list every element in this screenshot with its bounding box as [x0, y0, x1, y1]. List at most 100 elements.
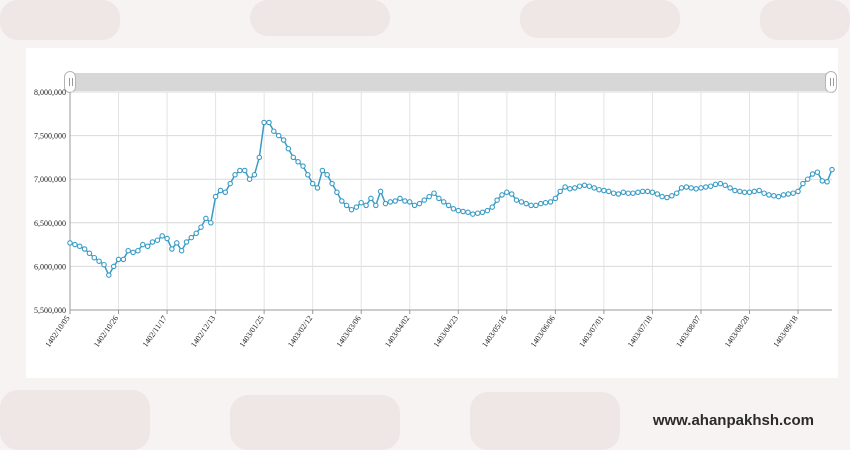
- data-point[interactable]: [562, 184, 568, 190]
- data-point[interactable]: [450, 206, 457, 212]
- data-point[interactable]: [635, 189, 641, 196]
- data-point[interactable]: [382, 200, 389, 207]
- data-point[interactable]: [654, 191, 661, 197]
- data-point[interactable]: [819, 178, 826, 184]
- data-point[interactable]: [610, 190, 617, 196]
- data-point[interactable]: [455, 207, 462, 214]
- data-point[interactable]: [698, 185, 704, 191]
- data-point[interactable]: [528, 202, 534, 209]
- data-point[interactable]: [402, 198, 408, 204]
- data-point[interactable]: [169, 246, 175, 252]
- data-point[interactable]: [547, 199, 554, 205]
- data-point[interactable]: [314, 185, 321, 191]
- data-point[interactable]: [261, 119, 267, 126]
- data-point[interactable]: [193, 230, 199, 237]
- data-point[interactable]: [363, 202, 369, 209]
- data-point[interactable]: [295, 159, 301, 165]
- data-point[interactable]: [72, 241, 78, 248]
- data-point[interactable]: [649, 189, 656, 196]
- data-point[interactable]: [508, 191, 515, 197]
- data-point[interactable]: [178, 247, 185, 254]
- data-point[interactable]: [465, 209, 471, 216]
- data-point[interactable]: [586, 183, 593, 189]
- data-point[interactable]: [460, 208, 466, 215]
- data-point[interactable]: [518, 199, 525, 205]
- data-point[interactable]: [542, 199, 549, 206]
- data-point[interactable]: [285, 145, 292, 152]
- data-point[interactable]: [771, 193, 777, 199]
- data-point[interactable]: [785, 191, 792, 197]
- data-point[interactable]: [426, 193, 432, 200]
- data-point[interactable]: [693, 186, 699, 192]
- data-point[interactable]: [86, 250, 93, 257]
- data-point[interactable]: [761, 190, 767, 196]
- data-point[interactable]: [135, 247, 141, 254]
- data-point[interactable]: [494, 197, 500, 203]
- data-point[interactable]: [479, 209, 486, 216]
- data-point[interactable]: [222, 189, 229, 196]
- data-point[interactable]: [431, 190, 437, 196]
- data-point[interactable]: [373, 202, 379, 209]
- data-point[interactable]: [353, 204, 360, 210]
- data-point[interactable]: [309, 180, 316, 187]
- data-point[interactable]: [358, 199, 364, 206]
- data-point[interactable]: [596, 186, 602, 193]
- data-point[interactable]: [125, 247, 131, 254]
- data-point[interactable]: [377, 188, 384, 195]
- data-point[interactable]: [266, 119, 272, 126]
- data-point[interactable]: [470, 211, 476, 217]
- data-point[interactable]: [727, 185, 733, 191]
- data-point[interactable]: [581, 182, 588, 189]
- data-point[interactable]: [615, 191, 622, 197]
- data-point[interactable]: [91, 254, 98, 261]
- data-point[interactable]: [164, 235, 170, 242]
- data-point[interactable]: [106, 272, 112, 278]
- data-point[interactable]: [737, 188, 743, 195]
- data-point[interactable]: [489, 204, 496, 210]
- data-point[interactable]: [829, 166, 835, 173]
- data-point[interactable]: [67, 240, 73, 246]
- data-point[interactable]: [538, 200, 544, 207]
- data-point[interactable]: [591, 185, 597, 191]
- data-point[interactable]: [251, 172, 258, 178]
- data-point[interactable]: [339, 198, 345, 204]
- data-point[interactable]: [683, 184, 690, 190]
- data-point[interactable]: [188, 234, 195, 241]
- data-point[interactable]: [144, 243, 151, 250]
- data-point[interactable]: [76, 243, 83, 250]
- data-point[interactable]: [673, 190, 680, 196]
- data-point[interactable]: [120, 256, 127, 263]
- data-point[interactable]: [421, 197, 428, 203]
- data-point[interactable]: [96, 258, 102, 264]
- range-navigator-right-handle[interactable]: [825, 71, 837, 93]
- data-point[interactable]: [440, 199, 447, 205]
- data-point[interactable]: [130, 249, 136, 256]
- data-point[interactable]: [722, 182, 728, 189]
- data-point[interactable]: [824, 179, 830, 185]
- data-point[interactable]: [732, 187, 738, 194]
- data-point[interactable]: [411, 202, 418, 209]
- data-point[interactable]: [237, 167, 243, 174]
- data-point[interactable]: [149, 239, 156, 245]
- data-point[interactable]: [271, 128, 277, 134]
- data-point[interactable]: [664, 194, 670, 201]
- data-point[interactable]: [280, 137, 287, 143]
- data-point[interactable]: [343, 202, 350, 209]
- data-point[interactable]: [368, 195, 374, 202]
- data-point[interactable]: [780, 192, 787, 198]
- data-point[interactable]: [392, 198, 398, 204]
- data-point[interactable]: [115, 256, 122, 263]
- data-point[interactable]: [217, 187, 224, 194]
- data-point[interactable]: [756, 187, 762, 194]
- data-point[interactable]: [319, 167, 326, 174]
- data-point[interactable]: [387, 199, 394, 205]
- data-point[interactable]: [256, 154, 263, 161]
- data-point[interactable]: [644, 188, 651, 195]
- data-point[interactable]: [659, 193, 665, 200]
- data-point[interactable]: [800, 180, 806, 187]
- data-point[interactable]: [474, 210, 481, 216]
- data-point[interactable]: [523, 200, 529, 207]
- data-point[interactable]: [212, 193, 219, 200]
- data-point[interactable]: [533, 202, 539, 209]
- data-point[interactable]: [746, 189, 753, 196]
